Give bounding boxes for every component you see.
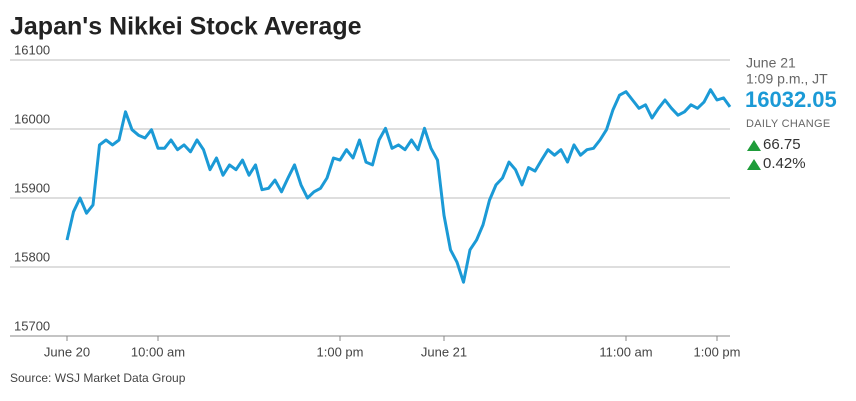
x-tick-label: 1:00 pm (317, 344, 364, 359)
chart-title: Japan's Nikkei Stock Average (10, 13, 362, 41)
y-tick-label: 15700 (14, 318, 50, 333)
x-tick-label: June 20 (44, 344, 90, 359)
x-tick-label: 1:00 pm (694, 344, 741, 359)
y-tick-label: 15800 (14, 249, 50, 264)
source: Source: WSJ Market Data Group (10, 371, 186, 385)
panel-time: 1:09 p.m., JT (746, 71, 828, 87)
price-line (65, 88, 732, 284)
x-tick-label: 11:00 am (599, 344, 652, 359)
panel-change-pct: 0.42% (763, 155, 806, 172)
panel-change-label: DAILY CHANGE (746, 118, 831, 130)
up-arrow (747, 159, 761, 170)
x-tick-label: 10:00 am (131, 344, 185, 359)
panel-last: 16032.05 (745, 87, 837, 112)
up-arrow (747, 140, 761, 151)
y-tick-label: 15900 (14, 180, 50, 195)
panel-date: June 21 (746, 55, 796, 71)
y-tick-label: 16000 (14, 111, 50, 126)
panel-change: 66.75 (763, 136, 801, 153)
info-panel: June 21 1:09 p.m., JT 16032.05 DAILY CHA… (745, 55, 837, 172)
x-tick-label: June 21 (421, 344, 467, 359)
y-tick-label: 16100 (14, 42, 50, 57)
